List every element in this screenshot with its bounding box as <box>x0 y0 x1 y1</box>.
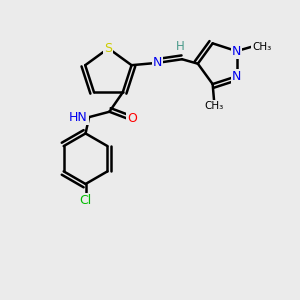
Text: N: N <box>232 70 241 83</box>
Text: CH₃: CH₃ <box>252 42 271 52</box>
Text: O: O <box>127 112 137 125</box>
Text: N: N <box>232 45 241 58</box>
Text: N: N <box>153 56 162 69</box>
Text: H: H <box>176 40 185 53</box>
Text: HN: HN <box>69 111 88 124</box>
Text: Cl: Cl <box>80 194 92 207</box>
Text: CH₃: CH₃ <box>205 101 224 111</box>
Text: S: S <box>104 42 112 55</box>
